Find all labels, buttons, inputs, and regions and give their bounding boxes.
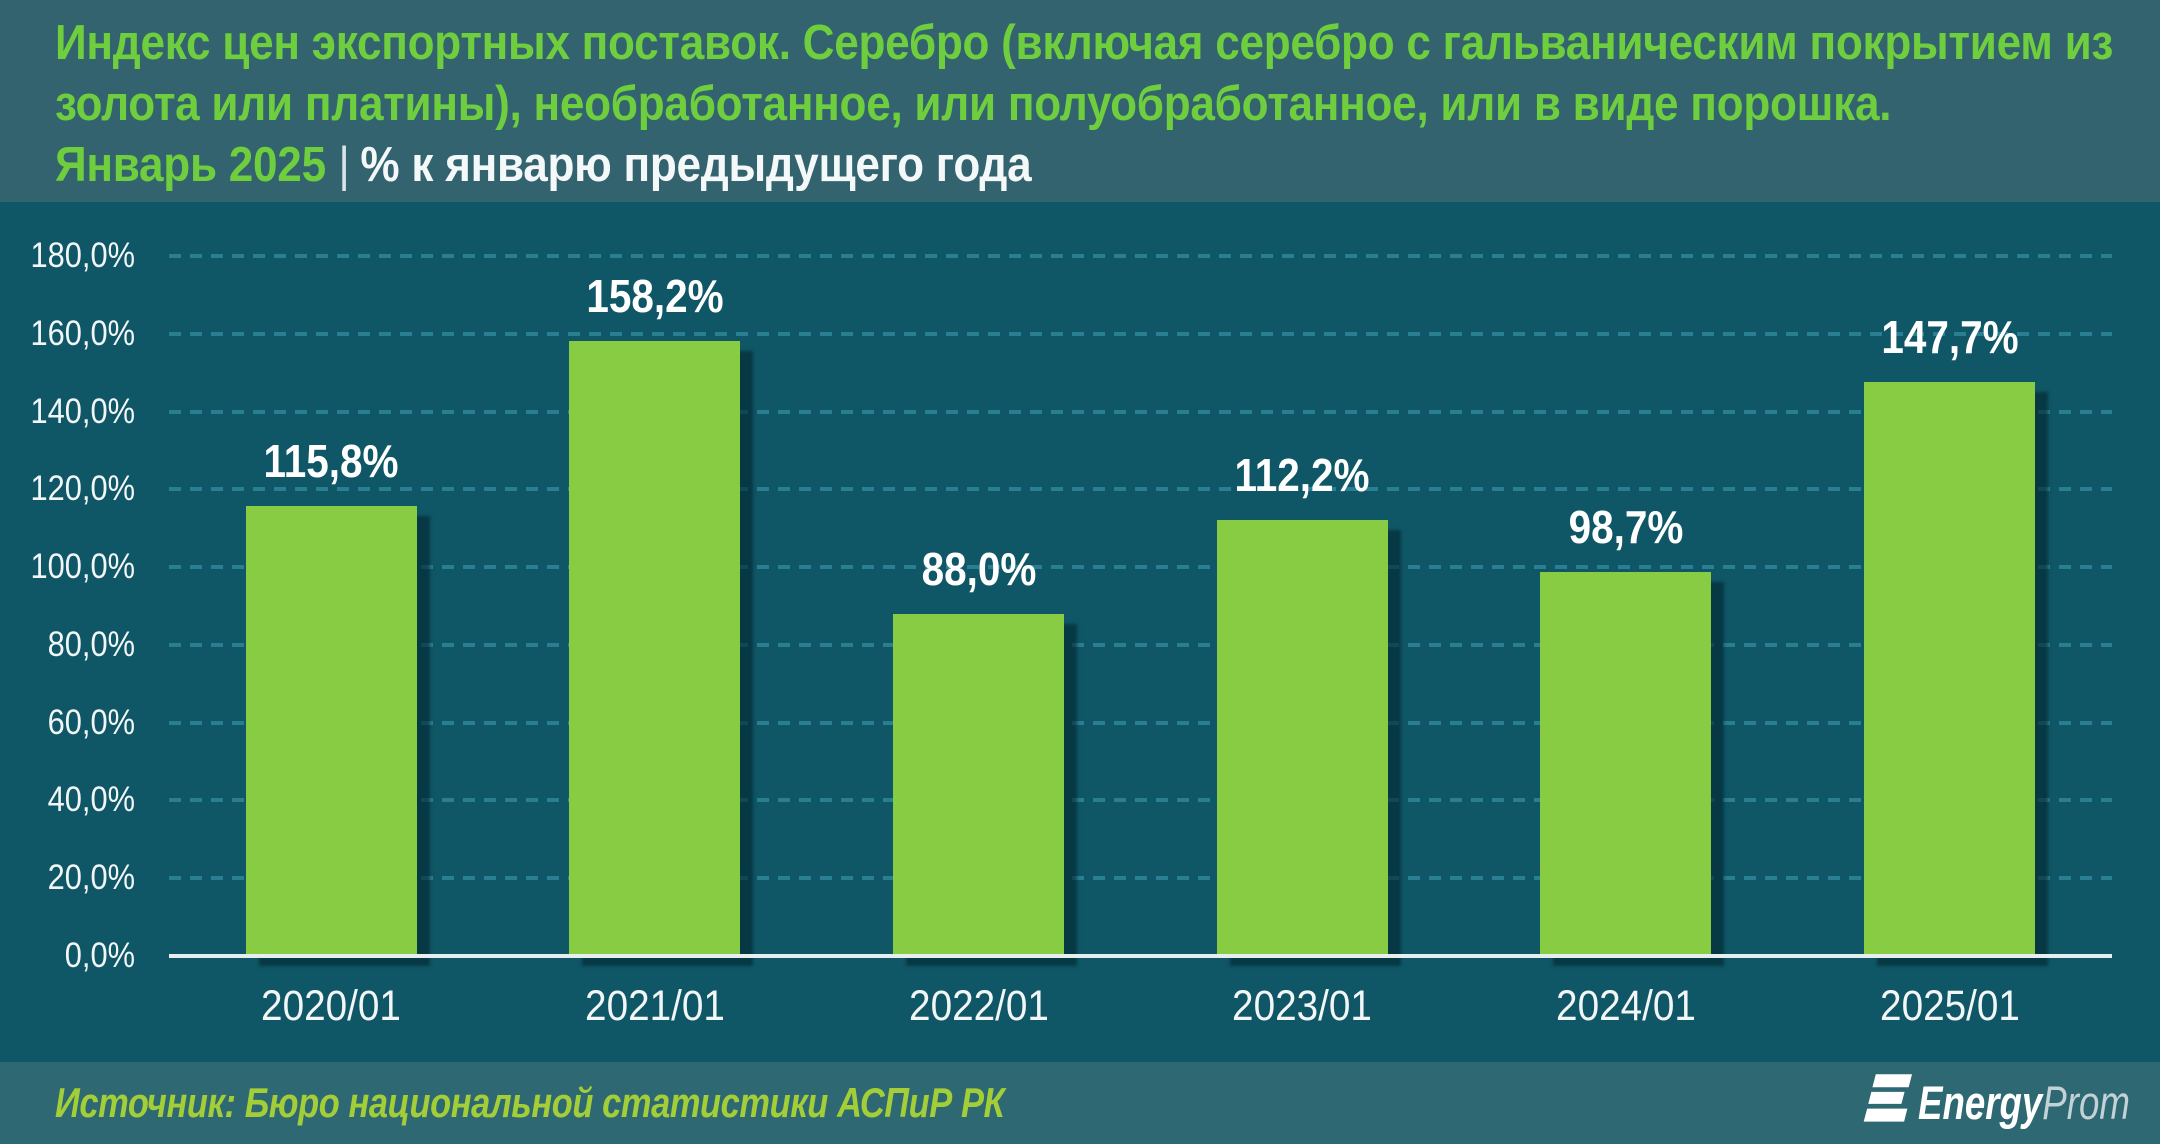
pipe-separator: | [338,138,350,192]
bar-2025/01 [1864,381,2035,956]
y-axis-tick-label: 100,0% [30,547,135,587]
bar-value-label: 115,8% [263,434,399,487]
gridline-160 [169,331,2112,336]
x-axis-tick-label: 2023/01 [1232,982,1373,1030]
source-note: Источник: Бюро национальной статистики А… [55,1079,1005,1126]
bar-value-label: 112,2% [1234,448,1370,501]
y-axis-tick-label: 180,0% [30,236,135,275]
x-axis-tick-label: 2021/01 [584,982,725,1030]
bar-2024/01 [1540,572,1712,956]
bar-value-label: 98,7% [1568,501,1684,554]
bar-value-label: 147,7% [1880,310,2019,363]
footer: Источник: Бюро национальной статистики А… [0,1062,2160,1144]
x-axis-tick-label: 2022/01 [908,982,1049,1030]
x-axis-tick-label: 2020/01 [261,982,402,1030]
bar-2021/01 [569,340,741,956]
energyprom-logo-icon [1863,1074,1912,1122]
chart-title-line-1: Индекс цен экспортных поставок. Серебро … [55,16,2114,70]
x-axis-line [169,954,2112,958]
period-label: Январь 2025 [55,138,326,192]
chart-subtitle-line: Январь 2025 |% к январю предыдущего года [55,135,2113,196]
gridline-180 [169,254,2112,258]
y-axis-tick-label: 20,0% [47,858,135,898]
y-axis-tick-label: 120,0% [30,469,135,509]
chart-title-block: Индекс цен экспортных поставок. Серебро … [55,13,2160,196]
bar-value-label: 158,2% [586,269,724,322]
gridline-140 [169,409,2112,414]
x-axis-tick-label: 2024/01 [1555,982,1696,1030]
energyprom-logo-text: EnergyProm [1918,1074,2130,1132]
y-axis-tick-label: 140,0% [30,391,135,431]
brand-prom: Prom [2042,1076,2130,1129]
gridline-20 [169,876,2112,881]
y-axis-tick-label: 80,0% [47,624,135,664]
chart-title-line-2: золота или платины), необработанное, или… [55,77,1892,131]
energyprom-logo: EnergyProm [1860,1062,2140,1144]
brand-energy: Energy [1918,1076,2043,1129]
measure-label: % к январю предыдущего года [360,138,1032,192]
y-axis-tick-label: 40,0% [47,780,135,820]
bar-value-label: 88,0% [921,542,1036,595]
bar-chart: 0,0% 20,0% 40,0% 60,0% 80,0% 100,0% 120,0% 140,… [0,202,2160,1062]
gridline-100 [169,565,2112,570]
bar-2022/01 [893,613,1065,956]
gridline-120 [169,487,2112,492]
y-axis-tick-label: 60,0% [47,702,135,742]
header: Индекс цен экспортных поставок. Серебро … [0,0,2160,202]
x-axis-tick-label: 2025/01 [1879,982,2020,1030]
gridline-40 [169,798,2112,803]
y-axis-tick-label: 0,0% [64,936,135,975]
gridline-60 [169,720,2112,725]
gridline-80 [169,642,2112,647]
bar-2020/01 [245,505,417,956]
bar-2023/01 [1216,519,1388,956]
y-axis-tick-label: 160,0% [30,313,135,353]
